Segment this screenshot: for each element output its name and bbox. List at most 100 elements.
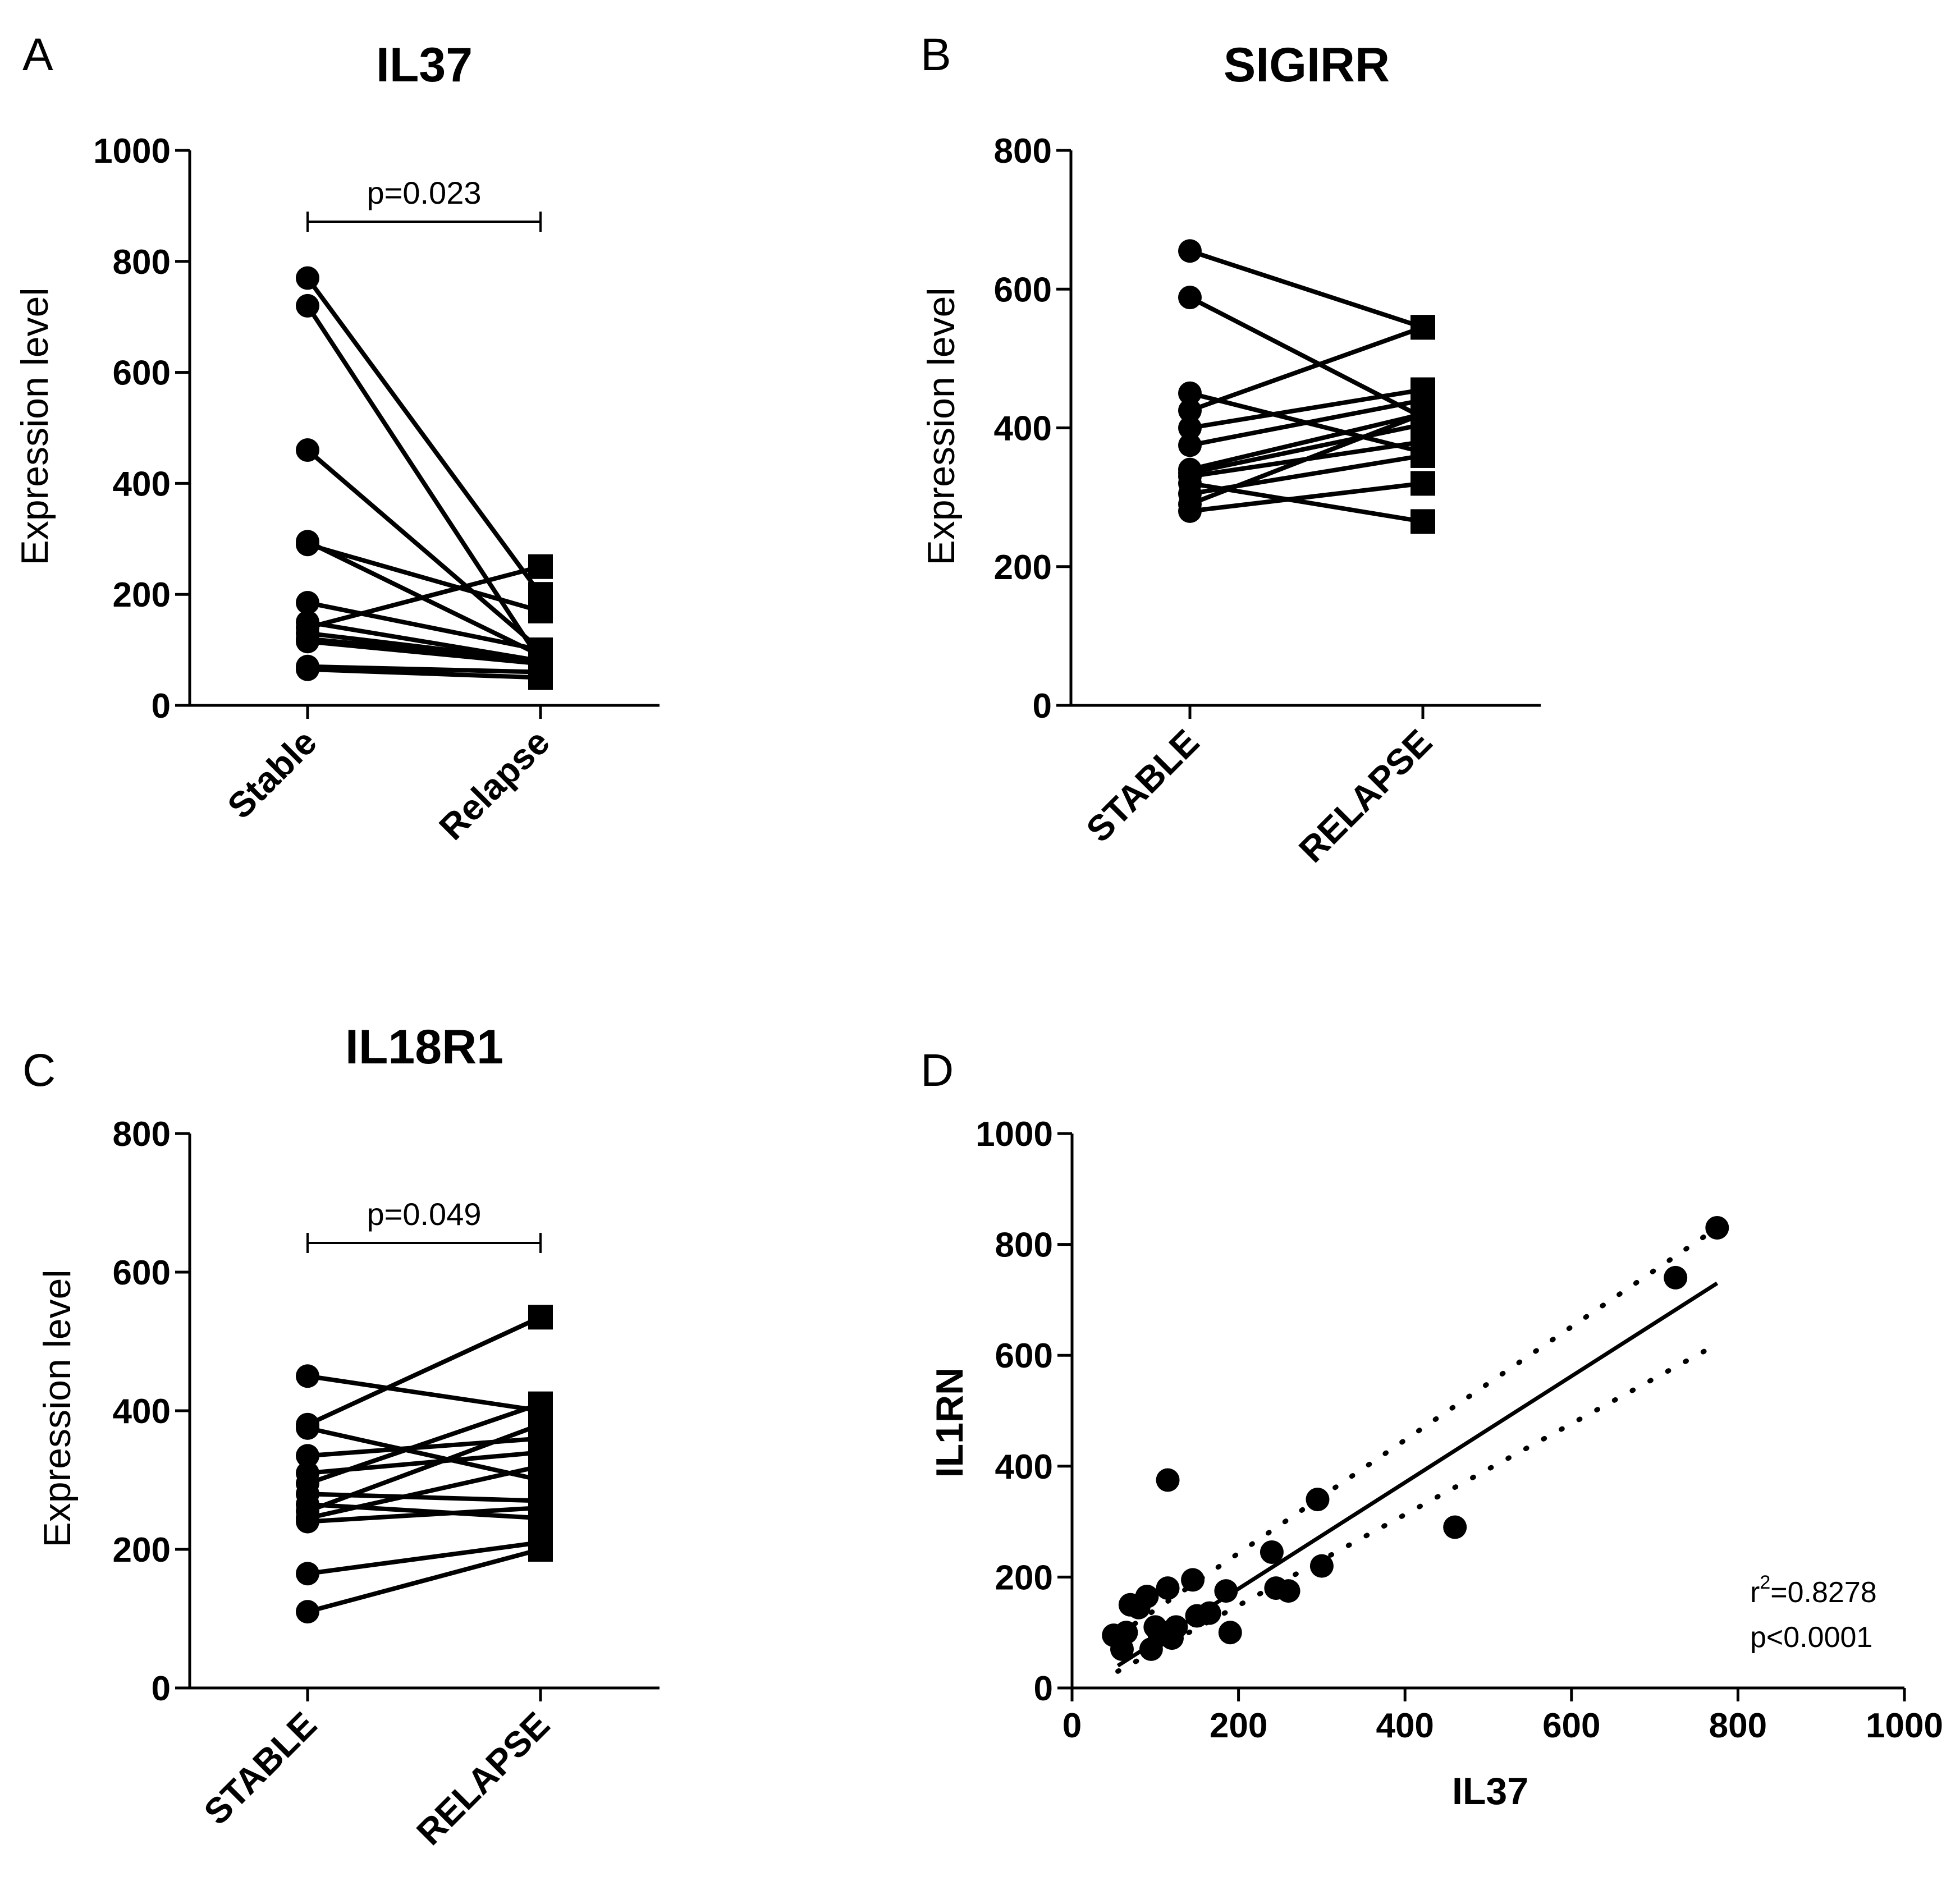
y-tick-label: 0 bbox=[152, 687, 171, 726]
stable-point bbox=[1178, 499, 1202, 523]
panel-letter-a: A bbox=[22, 29, 53, 80]
relapse-point bbox=[528, 1391, 553, 1416]
x-category-label: STABLE bbox=[1078, 722, 1207, 850]
confidence-band-lower bbox=[1115, 1341, 1720, 1674]
paired-line bbox=[307, 1502, 541, 1521]
x-category-label: STABLE bbox=[196, 1704, 324, 1833]
y-tick-label: 400 bbox=[994, 410, 1052, 448]
relapse-point bbox=[1411, 443, 1435, 468]
paired-line bbox=[1189, 387, 1423, 430]
axes-d: 0 200 400 600 800 1000 0 200 400 600 800 1000 bbox=[976, 1115, 1943, 1745]
y-tick-label: 400 bbox=[113, 1392, 171, 1431]
scatter-point bbox=[1156, 1576, 1180, 1600]
x-tick-label: 1000 bbox=[1866, 1706, 1943, 1745]
x-tick-label: 200 bbox=[1210, 1706, 1267, 1745]
paired-line bbox=[1189, 422, 1423, 475]
panel-letter-b: B bbox=[921, 29, 951, 80]
stable-point bbox=[296, 1510, 319, 1534]
y-tick-label: 0 bbox=[1033, 687, 1052, 726]
scatter-point bbox=[1181, 1568, 1205, 1592]
stable-point bbox=[296, 1562, 319, 1586]
scatter-point bbox=[1309, 1554, 1334, 1578]
paired-line bbox=[307, 600, 541, 653]
y-tick-label: 800 bbox=[994, 132, 1052, 171]
relapse-point bbox=[1411, 509, 1435, 534]
paired-line bbox=[307, 639, 541, 666]
panel-c: C IL18R1 Expression level 0 200 400 600 800 S… bbox=[22, 1020, 660, 1853]
y-tick-label: 200 bbox=[995, 1558, 1053, 1597]
stable-point bbox=[296, 1600, 319, 1624]
chart-title-b: SIGIRR bbox=[1224, 38, 1390, 92]
marks-b bbox=[1178, 239, 1435, 534]
paired-line bbox=[307, 636, 541, 663]
marks-a bbox=[296, 266, 553, 690]
paired-line bbox=[306, 1547, 542, 1614]
y-tick-label: 600 bbox=[995, 1337, 1053, 1375]
relapse-point bbox=[1411, 401, 1435, 426]
stable-point bbox=[296, 630, 319, 654]
paired-line bbox=[1189, 249, 1424, 330]
y-axis-label-d: IL1RN bbox=[928, 1368, 971, 1478]
y-tick-label: 600 bbox=[113, 354, 171, 393]
paired-line bbox=[306, 448, 542, 652]
y-axis-label-b: Expression level bbox=[920, 287, 963, 565]
scatter-point bbox=[1705, 1215, 1729, 1240]
stable-point bbox=[296, 438, 319, 462]
stable-point bbox=[296, 293, 319, 318]
paired-line bbox=[307, 1540, 541, 1576]
x-category-label: Stable bbox=[219, 722, 324, 827]
r-squared-label: r2=0.8278 bbox=[1750, 1572, 1877, 1609]
y-tick-label: 0 bbox=[152, 1669, 171, 1708]
stable-point bbox=[1178, 416, 1202, 440]
scatter-point bbox=[1276, 1579, 1300, 1603]
paired-line bbox=[307, 1425, 541, 1483]
axes-a: 0 200 400 600 800 1000 Stable Relapse p=0.023 bbox=[93, 132, 660, 847]
relapse-point bbox=[528, 1495, 553, 1520]
y-tick-label: 1000 bbox=[976, 1115, 1053, 1154]
panel-d: D IL1RN IL37 r2=0.8278 p<0.0001 0 200 400 6… bbox=[921, 1045, 1943, 1813]
paired-line bbox=[306, 1315, 542, 1427]
relapse-point bbox=[528, 1305, 553, 1330]
x-category-label: RELAPSE bbox=[1291, 722, 1440, 870]
chart-title-a: IL37 bbox=[376, 38, 473, 92]
paired-line bbox=[307, 667, 541, 680]
stable-point bbox=[296, 266, 319, 290]
stable-point bbox=[1178, 239, 1202, 263]
marks-d bbox=[1102, 1215, 1729, 1661]
y-axis-label-c: Expression level bbox=[36, 1269, 79, 1547]
stable-point bbox=[296, 657, 319, 681]
p-value-label: p=0.049 bbox=[367, 1196, 482, 1232]
chart-title-c: IL18R1 bbox=[345, 1020, 503, 1074]
p-value-label: p=0.023 bbox=[367, 175, 482, 210]
x-tick-label: 400 bbox=[1376, 1706, 1434, 1745]
scatter-point bbox=[1664, 1265, 1688, 1290]
relapse-point bbox=[1411, 315, 1435, 340]
x-axis-label-d: IL37 bbox=[1452, 1770, 1528, 1813]
y-tick-label: 200 bbox=[994, 548, 1052, 587]
relapse-point bbox=[528, 1537, 553, 1562]
x-tick-label: 0 bbox=[1063, 1706, 1082, 1745]
stable-point bbox=[296, 1364, 319, 1388]
relapse-point bbox=[528, 665, 553, 690]
panel-a: A IL37 Expression level 0 200 400 600 800 100… bbox=[13, 29, 660, 847]
panel-letter-d: D bbox=[921, 1045, 954, 1096]
stable-point bbox=[296, 591, 319, 615]
y-tick-label: 800 bbox=[113, 1115, 171, 1154]
p-value-label-d: p<0.0001 bbox=[1750, 1621, 1872, 1654]
y-tick-label: 1000 bbox=[93, 132, 171, 171]
paired-line bbox=[307, 1374, 541, 1413]
stable-point bbox=[296, 1444, 319, 1468]
paired-line bbox=[1189, 412, 1424, 507]
relapse-point bbox=[528, 1453, 553, 1479]
x-category-label: RELAPSE bbox=[409, 1704, 557, 1853]
x-tick-label: 600 bbox=[1542, 1706, 1600, 1745]
y-tick-label: 400 bbox=[113, 465, 171, 503]
scatter-point bbox=[1260, 1540, 1284, 1564]
paired-line bbox=[307, 1505, 541, 1524]
paired-line bbox=[1189, 325, 1424, 413]
panel-letter-c: C bbox=[22, 1045, 56, 1096]
paired-line bbox=[307, 1463, 541, 1521]
stable-point bbox=[1178, 286, 1202, 310]
y-axis-label-a: Expression level bbox=[13, 287, 56, 565]
paired-line bbox=[306, 1401, 542, 1486]
